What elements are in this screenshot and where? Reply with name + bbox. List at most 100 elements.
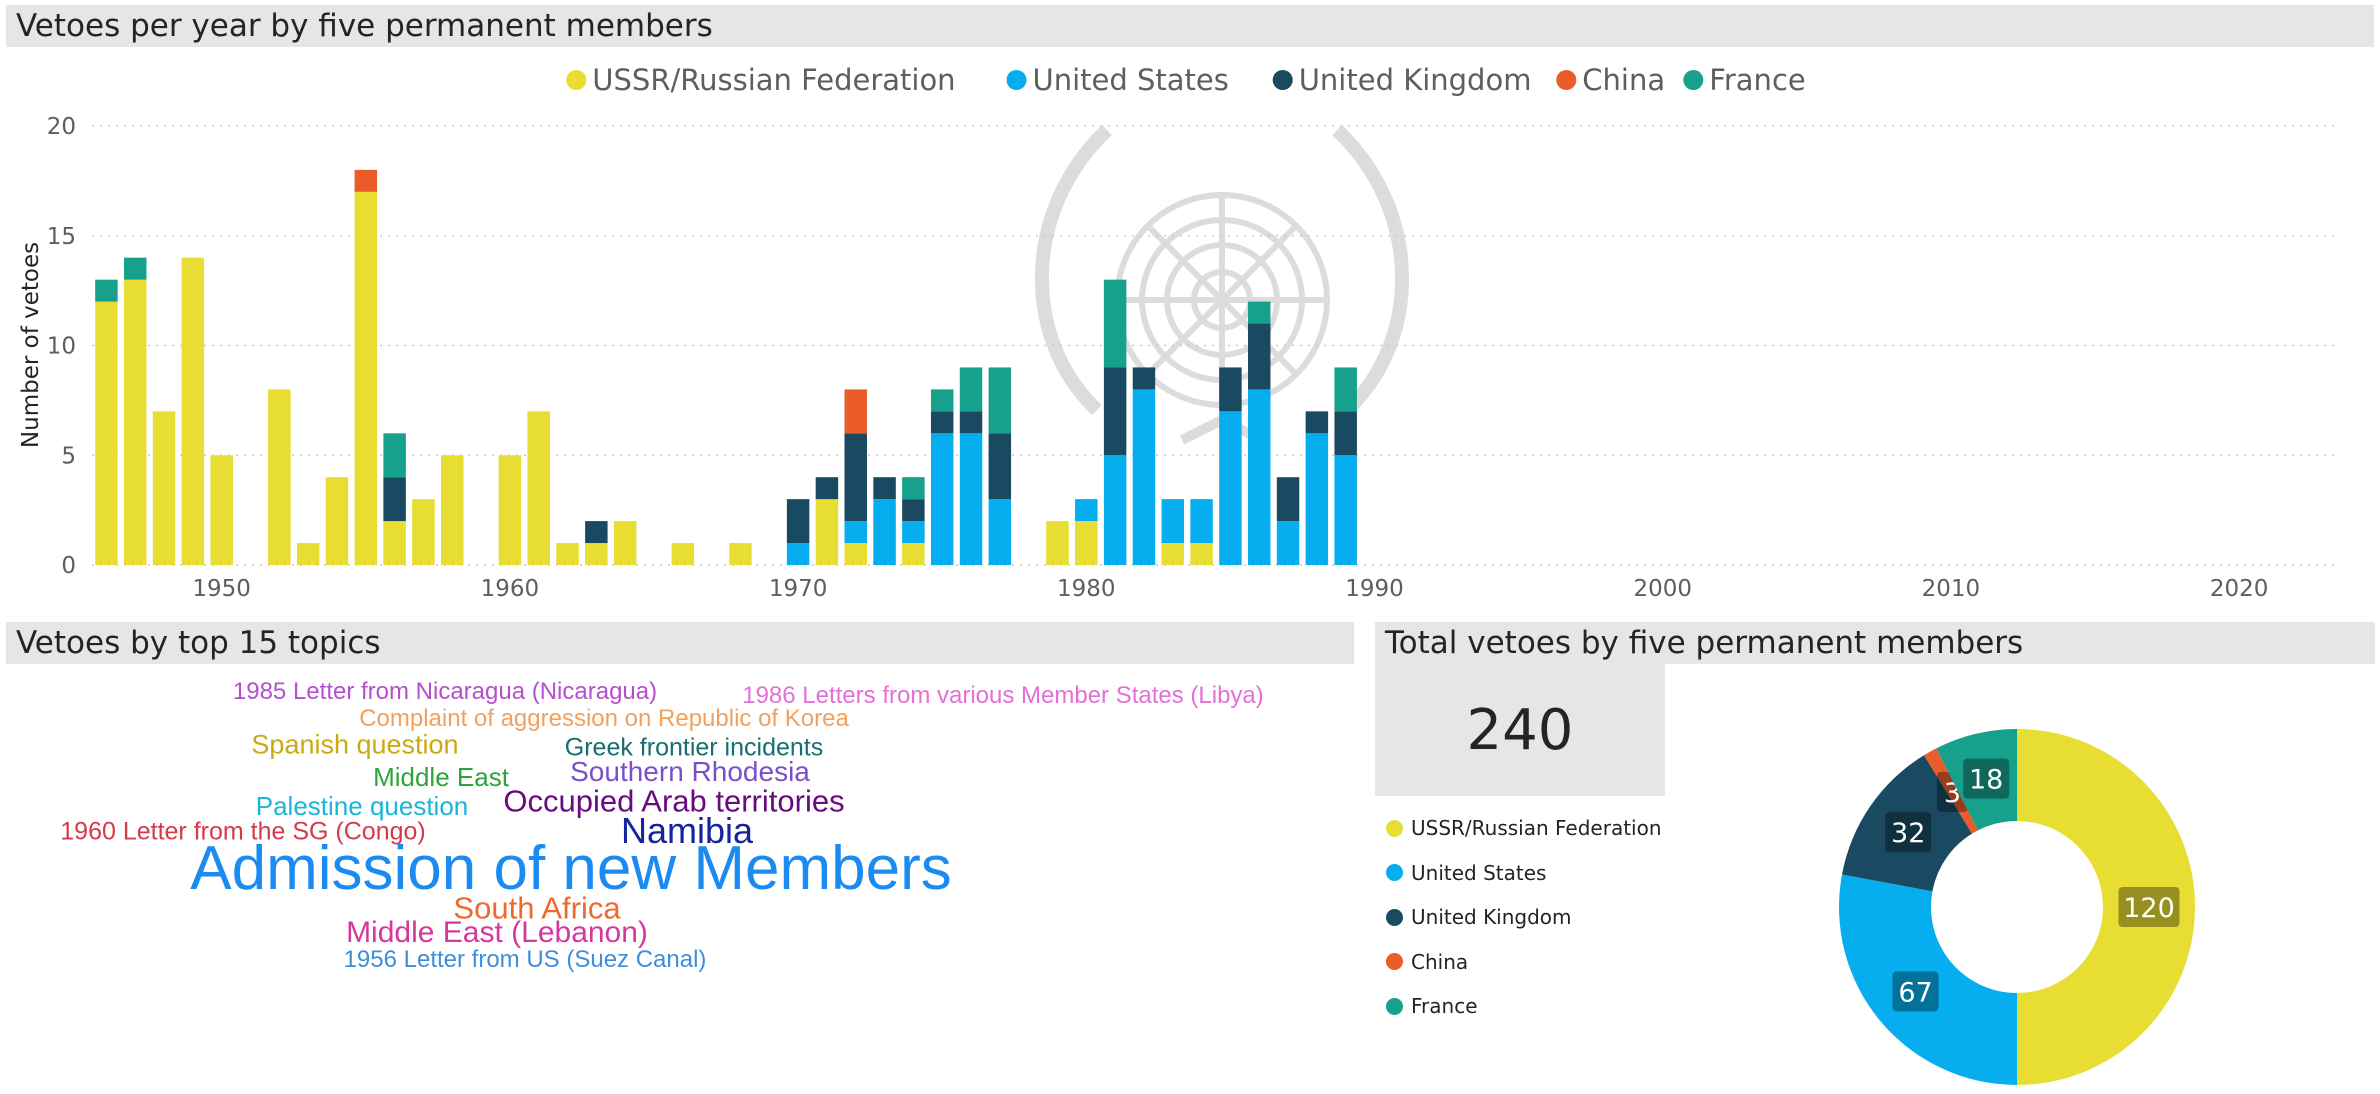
- bar-segment[interactable]: [1190, 499, 1213, 544]
- legend-item[interactable]: China: [1556, 63, 1665, 97]
- wordcloud-topic[interactable]: 1986 Letters from various Member States …: [742, 682, 1264, 709]
- legend-item[interactable]: USSR/Russian Federation: [566, 63, 956, 97]
- bar-segment[interactable]: [296, 543, 320, 565]
- wordcloud-topic[interactable]: Namibia: [620, 810, 754, 851]
- bar-segment[interactable]: [930, 389, 954, 412]
- bar-segment[interactable]: [1334, 455, 1357, 565]
- bar-segment[interactable]: [268, 389, 291, 565]
- bar-segment[interactable]: [1075, 521, 1098, 565]
- bar-segment[interactable]: [959, 411, 983, 434]
- bar-segment[interactable]: [210, 455, 233, 565]
- bar-segment[interactable]: [354, 169, 378, 192]
- bar-segment[interactable]: [1132, 367, 1156, 390]
- legend-item[interactable]: United States: [1006, 63, 1229, 97]
- bar-segment[interactable]: [1161, 543, 1185, 565]
- bar-segment[interactable]: [354, 191, 378, 565]
- wordcloud-topic[interactable]: Admission of new Members: [190, 834, 952, 903]
- bar-segment[interactable]: [902, 543, 925, 565]
- bar-segment[interactable]: [498, 455, 522, 565]
- wordcloud-topic[interactable]: 1985 Letter from Nicaragua (Nicaragua): [232, 678, 658, 705]
- bar-segment[interactable]: [527, 411, 550, 565]
- bar-segment[interactable]: [123, 257, 147, 280]
- bar-segment[interactable]: [585, 521, 608, 544]
- bar-segment[interactable]: [1305, 411, 1329, 434]
- bar-segment[interactable]: [1219, 411, 1242, 565]
- bar-segment[interactable]: [671, 543, 695, 565]
- bar-segment[interactable]: [1247, 389, 1271, 565]
- bar-segment[interactable]: [1219, 367, 1242, 412]
- wordcloud-topic[interactable]: Occupied Arab territories: [503, 783, 845, 819]
- bar-segment[interactable]: [873, 477, 896, 500]
- legend-item[interactable]: United Kingdom: [1272, 63, 1532, 97]
- bar-segment[interactable]: [1247, 323, 1271, 390]
- bar-segment[interactable]: [1103, 279, 1127, 368]
- bar-segment[interactable]: [873, 499, 896, 565]
- bar-segment[interactable]: [152, 411, 176, 565]
- bar-segment[interactable]: [815, 499, 839, 565]
- bar-segment[interactable]: [988, 499, 1012, 565]
- bar-segment[interactable]: [585, 543, 608, 565]
- bar-segment[interactable]: [1046, 521, 1069, 565]
- bar-segment[interactable]: [556, 543, 579, 565]
- donut-slice[interactable]: [2017, 729, 2195, 1085]
- bar-segment[interactable]: [1305, 433, 1329, 565]
- legend-item[interactable]: France: [1683, 63, 1806, 97]
- bar-segment[interactable]: [1276, 521, 1300, 565]
- bar-segment[interactable]: [325, 477, 349, 565]
- wordcloud-topic[interactable]: Complaint of aggression on Republic of K…: [359, 705, 849, 732]
- bar-segment[interactable]: [815, 477, 839, 500]
- wordcloud-topic[interactable]: Southern Rhodesia: [570, 756, 810, 787]
- bar-segment[interactable]: [1161, 499, 1185, 544]
- bar-segment[interactable]: [1334, 411, 1357, 456]
- donut-legend-item[interactable]: France: [1386, 984, 1662, 1029]
- bar-segment[interactable]: [844, 433, 867, 522]
- bar-segment[interactable]: [930, 433, 954, 565]
- bar-segment[interactable]: [613, 521, 637, 565]
- wordcloud-topic[interactable]: South Africa: [453, 890, 621, 926]
- wordcloud-topic[interactable]: Greek frontier incidents: [564, 733, 824, 762]
- bar-segment[interactable]: [786, 499, 810, 544]
- donut-slice[interactable]: [1936, 729, 2017, 831]
- donut-slice[interactable]: [1841, 755, 1973, 892]
- bar-segment[interactable]: [959, 433, 983, 565]
- bar-segment[interactable]: [1103, 455, 1127, 565]
- wordcloud-topic[interactable]: Middle East: [373, 762, 509, 792]
- bar-segment[interactable]: [1132, 389, 1156, 565]
- bar-segment[interactable]: [383, 433, 406, 478]
- bar-segment[interactable]: [181, 257, 205, 565]
- bar-segment[interactable]: [95, 301, 118, 565]
- bar-segment[interactable]: [123, 279, 147, 565]
- wordcloud-topic[interactable]: Palestine question: [255, 791, 469, 821]
- bar-segment[interactable]: [902, 499, 925, 522]
- bar-segment[interactable]: [988, 433, 1012, 500]
- bar-segment[interactable]: [1075, 499, 1098, 522]
- bar-segment[interactable]: [786, 543, 810, 565]
- bar-segment[interactable]: [930, 411, 954, 434]
- bar-segment[interactable]: [1103, 367, 1127, 456]
- wordcloud-topic[interactable]: Spanish question: [251, 729, 459, 760]
- bar-segment[interactable]: [1247, 301, 1271, 324]
- bar-segment[interactable]: [844, 521, 867, 544]
- bar-segment[interactable]: [1334, 367, 1357, 412]
- bar-segment[interactable]: [902, 477, 925, 500]
- bar-segment[interactable]: [441, 455, 464, 565]
- donut-legend-item[interactable]: China: [1386, 940, 1662, 985]
- bar-segment[interactable]: [902, 521, 925, 544]
- donut-legend-item[interactable]: USSR/Russian Federation: [1386, 806, 1662, 851]
- bar-segment[interactable]: [988, 367, 1012, 434]
- bar-segment[interactable]: [383, 477, 406, 522]
- donut-slice[interactable]: [1923, 748, 1978, 834]
- wordcloud-topic[interactable]: Middle East (Lebanon): [346, 916, 648, 949]
- donut-legend-item[interactable]: United States: [1386, 851, 1662, 896]
- bar-segment[interactable]: [1190, 543, 1213, 565]
- bar-segment[interactable]: [844, 389, 867, 434]
- donut-slice[interactable]: [1839, 874, 2017, 1085]
- bar-segment[interactable]: [959, 367, 983, 412]
- bar-segment[interactable]: [729, 543, 752, 565]
- wordcloud-topic[interactable]: 1956 Letter from US (Suez Canal): [343, 946, 707, 973]
- donut-legend-item[interactable]: United Kingdom: [1386, 895, 1662, 940]
- wordcloud-topic[interactable]: 1960 Letter from the SG (Congo): [60, 817, 426, 846]
- bar-segment[interactable]: [1276, 477, 1300, 522]
- bar-segment[interactable]: [95, 279, 118, 302]
- bar-segment[interactable]: [383, 521, 406, 565]
